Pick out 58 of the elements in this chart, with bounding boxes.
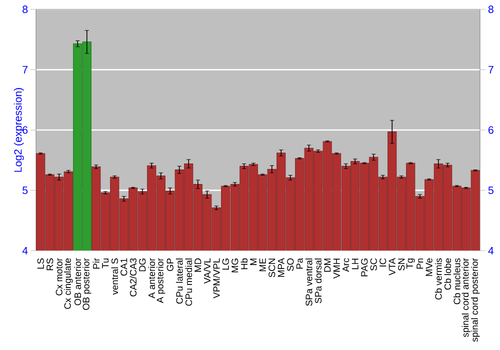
- y-tick-label: 5: [22, 186, 28, 194]
- x-tick-label: SPa ventral: [305, 258, 312, 306]
- x-tick-label: DG: [139, 258, 146, 272]
- x-tick-label: Cb vermis: [434, 258, 442, 300]
- y-tick-label: 7: [22, 66, 28, 74]
- x-tick-label: LH: [352, 258, 358, 270]
- x-tick-label: VA/VL: [204, 258, 211, 284]
- x-tick-label: PAG: [361, 258, 368, 276]
- x-tick-label: VTA: [388, 258, 396, 276]
- x-tick-label: A posterior: [156, 258, 166, 304]
- x-tick-label: SPa dorsal: [314, 258, 322, 304]
- x-tick-label: LS: [37, 258, 44, 269]
- x-tick-label: CPu lateral: [176, 258, 183, 304]
- x-tick-label: CA1: [120, 258, 128, 276]
- x-tick-label: MG: [232, 258, 238, 272]
- x-tick-label: Cx motor: [56, 258, 62, 296]
- x-tick-label: M: [250, 258, 257, 265]
- x-tick-label: MPA: [278, 258, 284, 277]
- y2-tick-label: 6: [488, 126, 494, 134]
- y-tick-label: 4: [22, 246, 28, 254]
- x-tick-label: IC: [380, 258, 386, 266]
- x-tick-label: CA2/CA3: [130, 258, 137, 296]
- x-tick-label: Tu: [102, 258, 109, 268]
- x-tick-label: VMH: [333, 258, 340, 279]
- x-tick-label: SCN: [268, 258, 276, 278]
- y2-tick-label: 7: [488, 66, 494, 74]
- y-tick-label: 8: [22, 6, 28, 14]
- x-tick-label: ventral S: [111, 258, 118, 295]
- x-tick-label: A anterior: [148, 258, 156, 298]
- x-tick-label: spinal cord anterior: [462, 258, 470, 338]
- x-tick-label: MD: [194, 258, 202, 272]
- x-tick-label: Tg: [406, 258, 415, 269]
- x-tick-label: ME: [259, 258, 266, 272]
- x-tick-label: Pn: [416, 258, 424, 269]
- x-tick-label: Cb nucleus: [453, 258, 460, 304]
- y-axis-title: Log2 (expression): [14, 88, 24, 172]
- x-tick-label: GP: [166, 258, 174, 271]
- x-tick-label: OB anterior: [74, 258, 82, 306]
- x-tick-label: OB posterior: [82, 258, 92, 310]
- x-tick-label: RS: [46, 258, 54, 270]
- y2-tick-label: 4: [488, 246, 494, 254]
- x-tick-label: SO: [287, 258, 294, 272]
- x-tick-label: Pir: [92, 258, 100, 269]
- x-tick-label: CPu medial: [185, 258, 192, 306]
- x-tick-label: Cx cingulate: [64, 258, 73, 309]
- x-tick-label: Pa: [296, 258, 303, 269]
- x-tick-label: Hb: [240, 258, 248, 270]
- x-tick-label: SC: [370, 258, 377, 271]
- x-tick-label: spinal cord posterior: [471, 258, 480, 342]
- x-tick-label: VPM/VPL: [212, 258, 220, 298]
- y2-tick-label: 8: [488, 6, 494, 14]
- x-tick-label: SN: [398, 258, 405, 271]
- x-tick-label: LG: [222, 258, 229, 270]
- x-tick-label: Cb lobe: [444, 258, 452, 290]
- x-tick-label: DM: [324, 258, 331, 272]
- y2-tick-label: 5: [488, 186, 494, 194]
- x-tick-label: Arc: [342, 258, 350, 272]
- x-tick-label: MVe: [426, 258, 432, 276]
